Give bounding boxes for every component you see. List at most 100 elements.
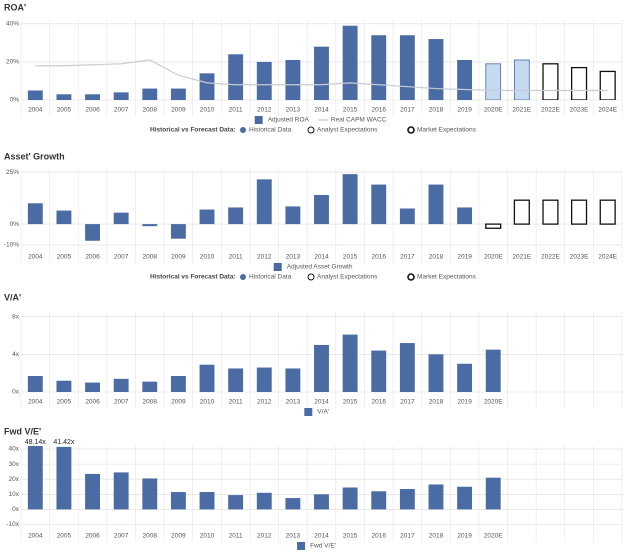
x-tick-label: 2007 xyxy=(114,254,129,261)
bar xyxy=(314,194,329,225)
bar xyxy=(56,380,72,392)
x-tick-label: 2012 xyxy=(257,399,272,406)
y-tick-label: 0% xyxy=(10,221,20,228)
forecast-legend-label: Market Expectations xyxy=(417,274,477,281)
x-tick-label: 2018 xyxy=(429,107,444,114)
legend-marker xyxy=(307,126,315,134)
x-tick-label: 2014 xyxy=(314,254,329,261)
x-tick-label: 2006 xyxy=(85,399,100,406)
bar xyxy=(56,94,72,100)
x-tick-label: 2005 xyxy=(57,533,72,540)
x-tick-label: 2017 xyxy=(400,533,415,540)
bar xyxy=(228,495,244,510)
bar xyxy=(399,35,415,100)
forecast-legend-label: Historical Data xyxy=(249,274,292,281)
x-tick-label: 2006 xyxy=(85,533,100,540)
bar xyxy=(199,492,215,510)
y-tick-label: 25% xyxy=(6,169,19,176)
y-tick-label: 8x xyxy=(12,313,20,320)
x-tick-label: 2004 xyxy=(28,533,43,540)
x-tick-label: 2011 xyxy=(229,107,243,114)
forecast-legend-label: Analyst Expectations xyxy=(317,274,378,281)
bar xyxy=(113,92,129,100)
y-tick-label: -10% xyxy=(4,242,19,249)
bar xyxy=(170,88,186,100)
line xyxy=(35,59,608,92)
x-tick-label: 2019 xyxy=(457,533,472,540)
bar xyxy=(457,363,473,392)
chart: Fwd V/E' -10x 0x 10x 20x 30x 40x 2004 2005 2006 20… xyxy=(4,426,623,550)
y-tick-label: 40% xyxy=(6,21,19,28)
legend-label: Adjusted ROA xyxy=(268,117,310,124)
x-tick-label: 2016 xyxy=(372,107,387,114)
bar xyxy=(399,208,415,225)
bar xyxy=(342,334,358,392)
bar xyxy=(371,35,387,100)
bar xyxy=(285,368,301,392)
legend-swatch xyxy=(273,263,282,271)
bar xyxy=(199,73,215,100)
x-tick-label: 2016 xyxy=(372,533,387,540)
chart-title: ROA' xyxy=(4,2,26,12)
x-tick-label: 2024E xyxy=(598,254,617,261)
x-tick-label: 2014 xyxy=(314,399,329,406)
bar xyxy=(142,478,158,510)
x-tick-label: 2012 xyxy=(257,254,272,261)
y-tick-label: 4x xyxy=(12,351,20,358)
x-tick-label: 2013 xyxy=(286,107,301,114)
bar xyxy=(570,199,588,225)
chart-title: Fwd V/E' xyxy=(4,426,41,436)
x-tick-label: 2019 xyxy=(457,254,472,261)
legend-marker xyxy=(240,274,246,280)
x-tick-label: 2009 xyxy=(171,254,186,261)
x-tick-label: 2015 xyxy=(343,399,358,406)
bar xyxy=(485,63,502,100)
x-tick-label: 2022E xyxy=(541,254,560,261)
x-tick-label: 2017 xyxy=(400,254,415,261)
x-tick-label: 2012 xyxy=(257,107,272,114)
bar xyxy=(285,206,301,225)
x-tick-label: 2023E xyxy=(570,254,589,261)
bar xyxy=(342,25,358,100)
x-tick-label: 2020E xyxy=(484,533,503,540)
y-tick-label: 30x xyxy=(9,461,20,468)
x-tick-label: 2013 xyxy=(286,533,301,540)
legend-label: V/A' xyxy=(317,409,329,416)
x-tick-label: 2021E xyxy=(512,254,531,261)
bar xyxy=(85,473,100,510)
y-tick-label: 0x xyxy=(12,389,20,396)
forecast-legend-label: Historical Data xyxy=(249,127,292,134)
x-tick-label: 2006 xyxy=(85,254,100,261)
bar xyxy=(428,484,444,510)
bar xyxy=(314,46,329,100)
chart: V/A' 0x 4x 8x 2004 2005 2006 2007 2008 2009 2010 20… xyxy=(4,292,623,416)
bar xyxy=(113,472,129,510)
y-tick-label: -10x xyxy=(6,521,19,528)
bar xyxy=(199,209,215,225)
legend-marker xyxy=(240,127,246,133)
bar xyxy=(457,486,473,510)
bar xyxy=(371,350,387,392)
x-tick-label: 2023E xyxy=(570,107,589,114)
bar xyxy=(428,39,444,100)
x-tick-label: 2018 xyxy=(429,533,444,540)
legend-label: Real CAPM WACC xyxy=(331,117,387,124)
x-tick-label: 2018 xyxy=(429,399,444,406)
x-tick-label: 2008 xyxy=(143,533,158,540)
chart-title: Asset' Growth xyxy=(4,151,65,161)
bar xyxy=(513,59,530,100)
bar xyxy=(85,382,100,392)
x-tick-label: 2011 xyxy=(229,399,243,406)
bar xyxy=(170,376,186,392)
bar xyxy=(142,224,158,227)
x-tick-label: 2007 xyxy=(114,533,129,540)
x-tick-label: 2009 xyxy=(171,107,186,114)
x-tick-label: 2007 xyxy=(114,107,129,114)
bar xyxy=(542,199,559,225)
x-tick-label: 2005 xyxy=(57,107,72,114)
data-label: 48.14x xyxy=(25,439,47,446)
bar xyxy=(113,378,129,392)
bar xyxy=(228,368,244,392)
bar xyxy=(457,207,473,225)
x-tick-label: 2018 xyxy=(429,254,444,261)
